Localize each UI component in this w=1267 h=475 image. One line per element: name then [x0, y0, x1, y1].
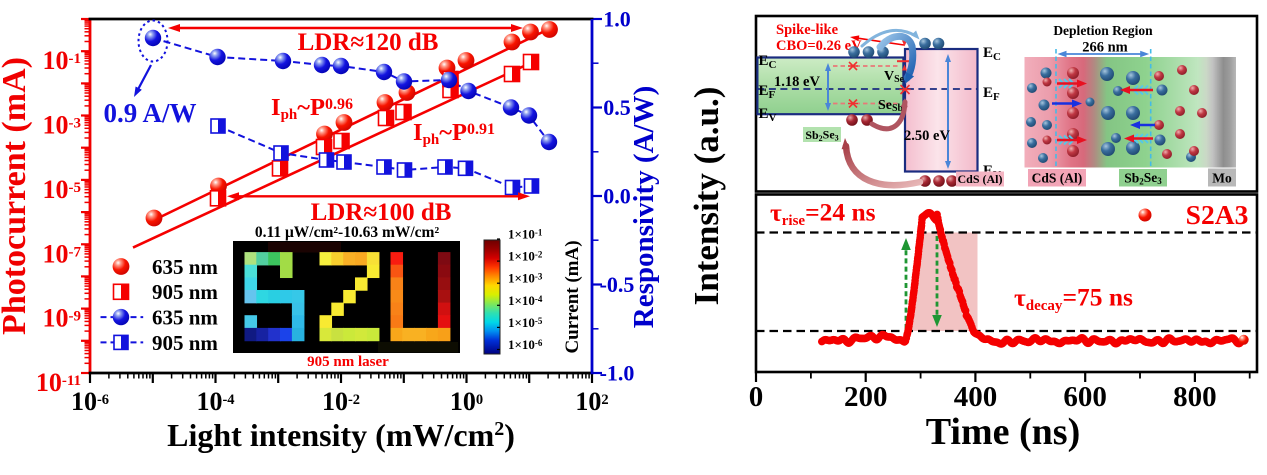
svg-text:Responsivity (A/W): Responsivity (A/W) [628, 86, 660, 328]
svg-text:1.18 eV: 1.18 eV [774, 74, 820, 90]
svg-text:1×10-3: 1×10-3 [508, 271, 543, 286]
svg-text:0: 0 [749, 381, 764, 413]
svg-text:1×10-5: 1×10-5 [508, 315, 543, 330]
svg-text:τdecay=75 ns: τdecay=75 ns [1014, 283, 1133, 315]
svg-text:1×10-1: 1×10-1 [508, 227, 543, 242]
svg-text:-1.0: -1.0 [600, 361, 635, 386]
svg-text:1×10-6: 1×10-6 [508, 337, 543, 352]
svg-text:Mo: Mo [1212, 171, 1232, 186]
svg-text:905 nm: 905 nm [152, 331, 218, 355]
svg-text:Spike-like: Spike-like [776, 22, 839, 38]
svg-text:LDR≈100 dB: LDR≈100 dB [311, 199, 452, 226]
svg-text:800: 800 [1173, 381, 1217, 413]
svg-text:635 nm: 635 nm [152, 255, 218, 279]
svg-text:CdS (Al): CdS (Al) [957, 172, 1002, 186]
svg-text:CdS (Al): CdS (Al) [1032, 171, 1083, 186]
svg-text:905 nm laser: 905 nm laser [307, 354, 389, 370]
svg-text:635 nm: 635 nm [152, 306, 218, 330]
svg-text:Sb2Se3: Sb2Se3 [1124, 170, 1162, 187]
svg-text:10-6: 10-6 [71, 387, 109, 416]
svg-text:2.50 eV: 2.50 eV [904, 128, 950, 144]
svg-text:Current (mA): Current (mA) [562, 240, 583, 353]
svg-text:Time (ns): Time (ns) [926, 411, 1080, 453]
svg-text:Depletion Region: Depletion Region [1053, 23, 1153, 38]
svg-text:1×10-4: 1×10-4 [508, 293, 543, 308]
svg-text:LDR≈120 dB: LDR≈120 dB [298, 29, 439, 56]
svg-text:400: 400 [954, 381, 998, 413]
svg-text:10-7: 10-7 [43, 239, 82, 268]
svg-text:Light intensity (mW/cm2): Light intensity (mW/cm2) [167, 417, 515, 453]
svg-text:905 nm: 905 nm [152, 280, 218, 304]
svg-text:1×10-2: 1×10-2 [508, 249, 543, 264]
svg-text:0.5: 0.5 [603, 95, 631, 120]
svg-text:Photocurrent (mA): Photocurrent (mA) [0, 57, 33, 335]
svg-text:0.0: 0.0 [603, 184, 631, 209]
svg-text:0.11 μW/cm²-10.63 mW/cm²: 0.11 μW/cm²-10.63 mW/cm² [255, 224, 440, 241]
svg-text:-0.5: -0.5 [600, 272, 635, 297]
svg-text:1.0: 1.0 [603, 7, 631, 32]
svg-text:0.9 A/W: 0.9 A/W [103, 98, 196, 128]
svg-text:200: 200 [844, 381, 888, 413]
svg-text:S2A3: S2A3 [1186, 199, 1249, 230]
svg-text:Sb2Se3: Sb2Se3 [805, 128, 838, 143]
svg-text:CBO=0.26 eV: CBO=0.26 eV [776, 38, 862, 54]
svg-text:600: 600 [1063, 381, 1107, 413]
svg-text:Intensity (a.u.): Intensity (a.u.) [687, 87, 726, 306]
svg-text:266 nm: 266 nm [1082, 40, 1128, 56]
